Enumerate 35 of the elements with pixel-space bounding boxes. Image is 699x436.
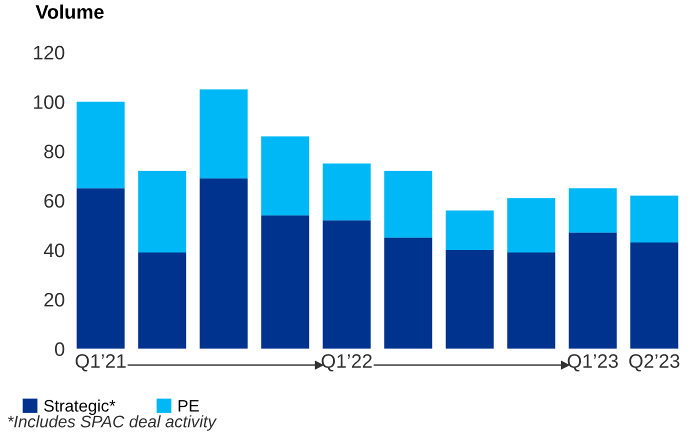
bar xyxy=(446,210,494,250)
bar xyxy=(261,136,310,216)
y-tick-label: 80 xyxy=(44,144,64,158)
bar xyxy=(630,242,678,349)
bar xyxy=(200,89,248,178)
legend-label: Strategic* xyxy=(44,399,116,416)
bar xyxy=(630,196,678,243)
bar xyxy=(568,232,617,349)
bar xyxy=(507,198,556,252)
x-tick-label: Q1’21 xyxy=(76,354,126,372)
y-tick-label: 0 xyxy=(54,342,64,356)
y-tick-label: 20 xyxy=(44,292,64,307)
y-tick-label: 120 xyxy=(34,46,64,60)
x-tick-label: Q1’23 xyxy=(568,354,618,372)
bar xyxy=(138,170,186,252)
bar xyxy=(322,220,371,349)
bar xyxy=(200,178,248,349)
y-tick-label: 60 xyxy=(44,194,64,208)
bar xyxy=(384,170,432,238)
x-tick-label: Q2’23 xyxy=(629,354,680,372)
legend-label: PE xyxy=(178,400,199,412)
bar xyxy=(384,238,432,349)
bar xyxy=(568,188,617,233)
bar xyxy=(507,252,556,349)
bar xyxy=(76,188,125,349)
y-axis-title: Volume xyxy=(36,4,104,19)
bar xyxy=(138,252,186,349)
y-tick-label: 40 xyxy=(44,243,64,258)
bar xyxy=(261,215,310,349)
x-tick-label: Q1’22 xyxy=(322,354,372,372)
bar xyxy=(446,250,494,349)
bar xyxy=(76,102,125,188)
bar xyxy=(322,164,371,220)
text: *Includes SPAC deal activity xyxy=(8,415,217,431)
y-tick-label: 100 xyxy=(34,95,64,109)
